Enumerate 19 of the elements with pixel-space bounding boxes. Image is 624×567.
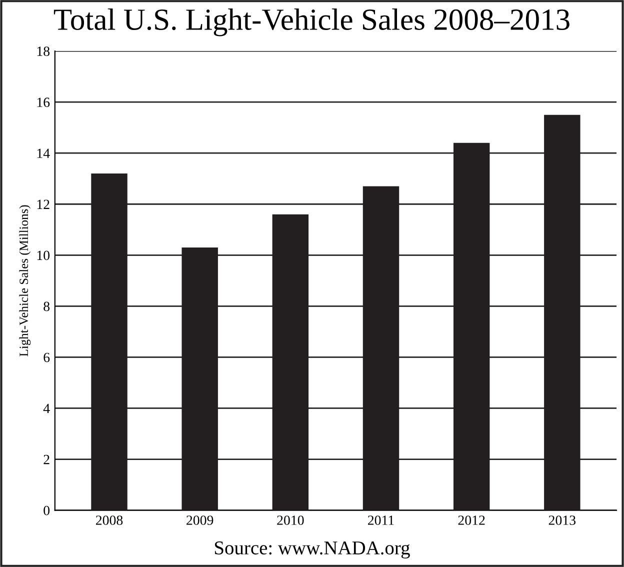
y-tick-label: 6 (44, 352, 50, 362)
source-note: Source: www.NADA.org (215, 541, 410, 558)
y-tick-label: 0 (44, 506, 50, 516)
x-tick-label: 2013 (548, 516, 576, 525)
y-tick-label: 16 (37, 98, 50, 108)
y-tick-label: 8 (44, 302, 50, 312)
x-tick-label: 2011 (368, 516, 394, 525)
x-tick-label: 2010 (277, 516, 304, 525)
y-tick-label: 14 (37, 148, 50, 158)
y-tick-label: 10 (37, 250, 50, 260)
x-tick-label: 2009 (186, 516, 214, 525)
x-tick-label: 2008 (96, 516, 123, 525)
y-tick-label: 4 (43, 404, 50, 414)
y-tick-label: 12 (37, 200, 50, 209)
x-tick-label: 2012 (458, 516, 485, 525)
y-axis-title: Light-Vehicle Sales (Millions) (19, 205, 31, 356)
chart-title: Total U.S. Light-Vehicle Sales 2008–2013 (54, 8, 570, 36)
y-tick-label: 2 (44, 454, 50, 464)
y-tick-label: 18 (37, 46, 50, 56)
